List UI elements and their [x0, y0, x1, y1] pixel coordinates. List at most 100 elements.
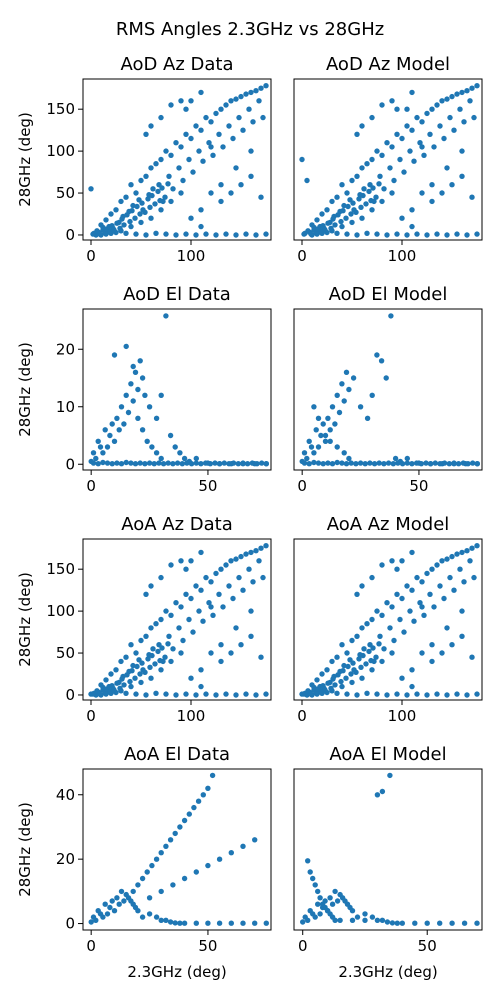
aoa-el-data-point: [135, 882, 141, 888]
aoa-az-data-point: [124, 672, 130, 678]
aoa-el-data-point: [186, 811, 192, 817]
aod-az-data-point: [243, 231, 249, 237]
aoa-az-model-point: [389, 604, 395, 610]
aoa-az-data-point: [216, 591, 222, 597]
aod-az-model-point: [332, 222, 338, 228]
aod-az-data-point: [147, 204, 153, 210]
aoa-az-data-point: [108, 671, 114, 677]
aod-el-model-point: [304, 455, 310, 462]
aod-el-model-point: [327, 438, 333, 444]
aoa-az-model-point: [359, 583, 365, 589]
aoa-az-model-point: [441, 595, 447, 602]
aoa-az-data-point: [178, 558, 184, 564]
aoa-az-model-point: [389, 558, 395, 564]
aoa-el-data-point: [205, 785, 211, 791]
aoa-el-model-point: [349, 917, 356, 923]
aod-az-model-point: [439, 98, 445, 104]
aoa-az-data-point: [223, 562, 229, 568]
aod-el-model-point: [301, 450, 308, 456]
aoa-az-data-point: [238, 553, 244, 560]
aoa-az-model-point: [449, 553, 455, 560]
aoa-az-model-point: [334, 654, 340, 660]
aod-az-data-point: [142, 209, 148, 215]
aod-el-model-point: [308, 444, 315, 450]
aod-az-data-point: [248, 89, 254, 96]
aod-az-data-point: [238, 182, 244, 188]
aod-el-data-point: [135, 386, 141, 393]
aoa-az-data-point: [183, 566, 189, 572]
aod-az-model-point: [444, 232, 450, 238]
aoa-az-model-point: [379, 612, 385, 618]
aod-az-data-point: [198, 223, 204, 230]
aoa-el-data-xtick-label: 50: [198, 937, 217, 955]
aoa-az-data-point: [196, 608, 202, 614]
aod-el-model-point: [392, 455, 399, 462]
aoa-az-model-point: [417, 600, 423, 606]
aod-el-model-point: [313, 427, 319, 433]
aod-el-data-point: [109, 421, 115, 427]
aoa-el-model-point: [394, 920, 400, 926]
aod-az-model-point: [431, 144, 437, 150]
aoa-az-model-point: [349, 679, 355, 686]
aoa-az-model-point: [308, 691, 314, 697]
aoa-az-data-xtick-label: 100: [177, 707, 206, 725]
aod-el-model-xtick-label: 0: [297, 477, 307, 495]
aod-el-model-point: [327, 427, 333, 433]
aoa-az-model-point: [359, 675, 365, 681]
aod-el-model-point: [423, 460, 429, 466]
aod-az-data-point: [113, 207, 119, 213]
aod-az-model-point: [429, 106, 435, 112]
aoa-az-model-point: [399, 595, 405, 602]
aod-az-model-point: [344, 190, 350, 196]
aod-el-data-point: [216, 461, 223, 467]
aod-el-data-point: [90, 450, 97, 456]
aoa-el-data-point: [109, 898, 115, 904]
aoa-az-data-point: [153, 690, 159, 696]
aod-el-data-point: [181, 455, 188, 462]
aod-el-data-point: [146, 460, 153, 466]
aod-az-model-point: [389, 144, 395, 150]
aoa-el-data-point: [177, 824, 183, 830]
aod-az-model-xtick-label: 100: [388, 247, 417, 265]
aod-az-data-xtick-label: 0: [86, 247, 96, 265]
aod-az-data-point: [173, 232, 179, 238]
aoa-az-model-point: [459, 608, 465, 614]
aod-az-model-point: [359, 165, 365, 171]
aoa-az-data-point: [198, 667, 204, 673]
aoa-el-model-point: [412, 920, 418, 926]
aod-az-model-xtick-label: 0: [297, 247, 307, 265]
aod-el-data-point: [221, 460, 227, 466]
aod-az-data-point: [218, 106, 224, 112]
aod-az-data-point: [127, 218, 133, 225]
aod-el-model-point: [427, 461, 434, 467]
aoa-el-data-panel: AoA El Data 0 50 0 20 40 28GHz (deg) 2.3GHz (de…: [16, 744, 272, 981]
aod-el-model-point: [357, 460, 364, 466]
aod-az-model-point: [328, 225, 334, 231]
aoa-az-data-point: [198, 587, 204, 593]
aod-el-model-point: [329, 461, 336, 467]
aoa-az-data-point: [118, 658, 124, 665]
aoa-el-model-point: [389, 920, 396, 926]
aod-el-data-point: [109, 461, 115, 467]
aoa-el-data-ytick-label: 0: [65, 915, 75, 933]
aoa-el-data-point: [240, 920, 246, 926]
aoa-az-data-point: [133, 650, 139, 656]
aoa-el-data-point: [163, 917, 169, 923]
aod-az-model-point: [459, 148, 465, 154]
aod-el-data-point: [114, 460, 120, 466]
aod-el-data-point: [142, 461, 148, 467]
aod-el-model-point: [311, 450, 317, 456]
aoa-az-model-point: [469, 654, 475, 660]
aod-az-data-point: [155, 188, 161, 195]
aod-az-data-point: [117, 225, 123, 231]
aoa-az-data-point: [200, 618, 206, 624]
aoa-az-model-point: [399, 675, 405, 681]
aoa-az-data-point: [117, 685, 123, 691]
aod-el-model-axes-frame: [293, 308, 483, 471]
aod-az-data-point: [148, 215, 154, 221]
aoa-el-data-point: [158, 850, 164, 856]
aoa-el-data-point: [181, 817, 188, 824]
aoa-az-model-point: [369, 574, 375, 581]
aod-el-model-point: [343, 461, 350, 467]
